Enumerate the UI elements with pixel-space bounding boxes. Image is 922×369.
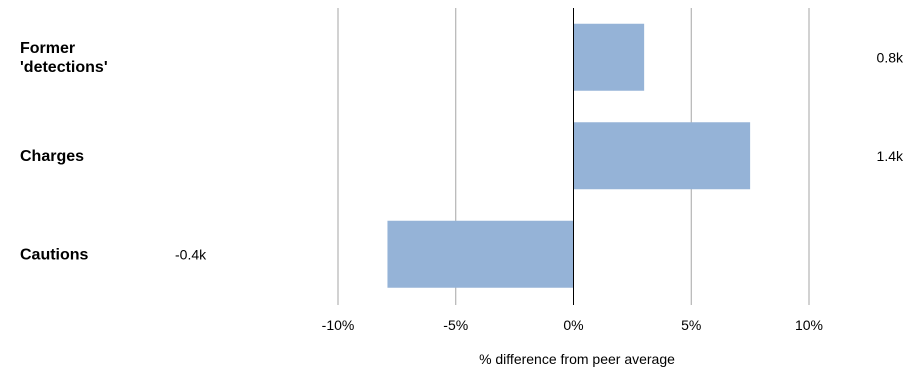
category-label: Cautions bbox=[20, 246, 89, 263]
bar bbox=[573, 122, 751, 190]
value-labels: 0.8k 1.4k -0.4k bbox=[175, 49, 904, 262]
category-label: Former bbox=[20, 40, 75, 57]
value-label: 1.4k bbox=[877, 148, 904, 164]
category-label: 'detections' bbox=[20, 59, 108, 76]
category-label: Charges bbox=[20, 148, 84, 165]
x-axis-title: % difference from peer average bbox=[479, 351, 675, 367]
bars bbox=[387, 23, 751, 288]
value-label: -0.4k bbox=[175, 246, 207, 262]
category-labels: Former 'detections' Charges Cautions bbox=[20, 40, 108, 264]
x-tick-label: -10% bbox=[322, 317, 355, 333]
x-tick-label: 10% bbox=[795, 317, 823, 333]
x-tick-label: -5% bbox=[443, 317, 468, 333]
bar bbox=[387, 220, 574, 288]
value-label: 0.8k bbox=[877, 49, 904, 65]
x-tick-labels: -10% -5% 0% 5% 10% bbox=[322, 317, 823, 333]
x-tick-label: 0% bbox=[563, 317, 583, 333]
x-tick-label: 5% bbox=[681, 317, 701, 333]
bar bbox=[573, 23, 645, 91]
